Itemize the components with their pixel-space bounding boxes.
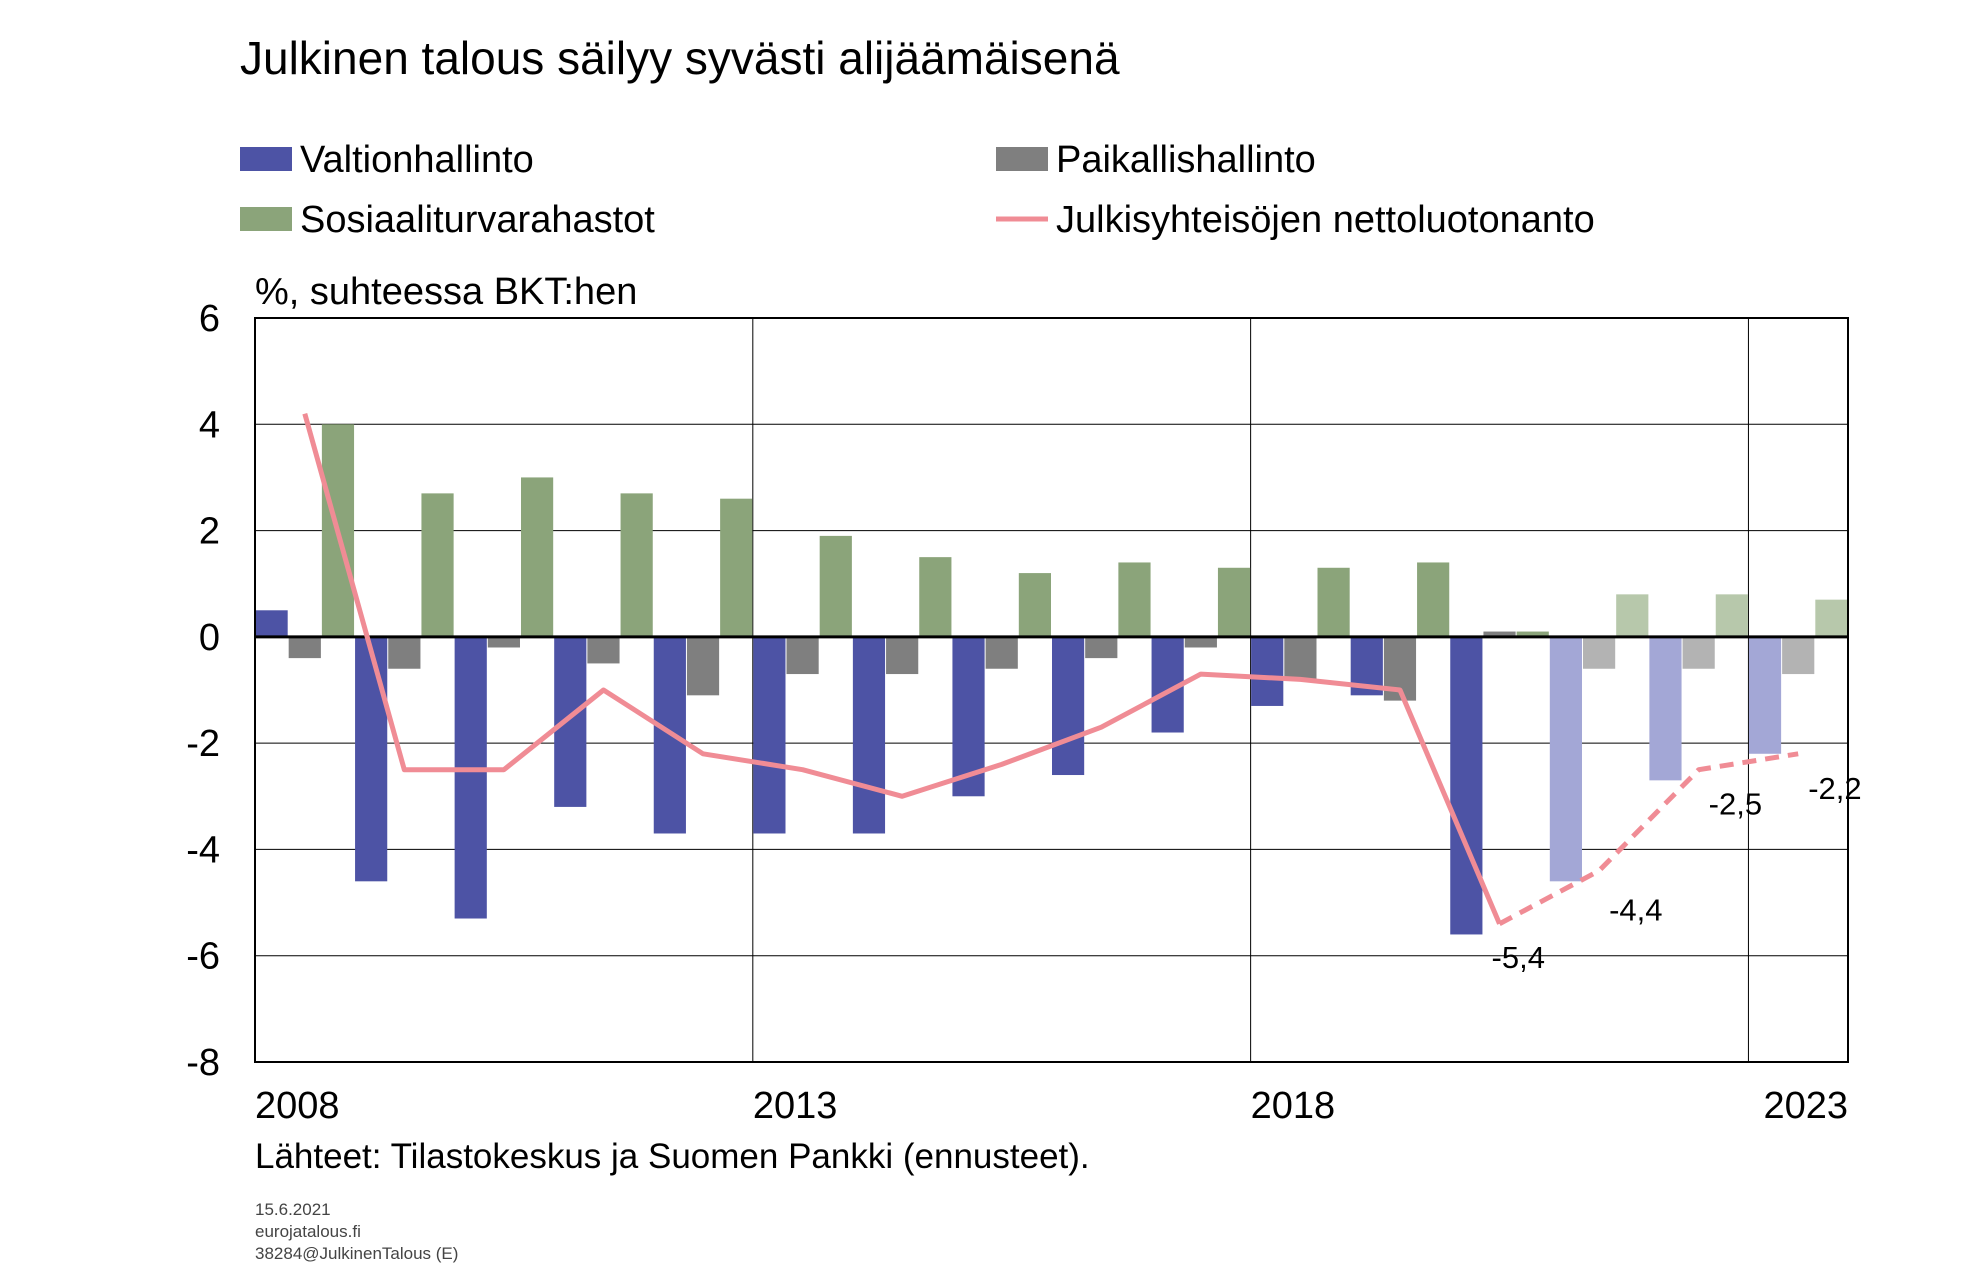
- y-tick-label: 4: [199, 404, 220, 446]
- x-tick-labels: 2008 2013 2018 2023: [255, 1085, 1848, 1127]
- plot-frame: [254, 317, 1849, 1063]
- bar: [1284, 636, 1317, 680]
- bar: [587, 636, 620, 664]
- bar: [1549, 636, 1582, 882]
- x-tick-label: 2013: [753, 1085, 838, 1127]
- x-tick-label: 2008: [255, 1085, 340, 1127]
- legend-swatch: [996, 147, 1048, 171]
- bar: [919, 557, 952, 637]
- bar: [1616, 594, 1649, 637]
- bar: [1782, 636, 1815, 675]
- source-note: Lähteet: Tilastokeskus ja Suomen Pankki …: [255, 1137, 1090, 1176]
- bar: [454, 636, 487, 919]
- bar: [1118, 562, 1151, 637]
- legend-label: Sosiaaliturvarahastot: [300, 199, 655, 241]
- bar: [288, 636, 321, 659]
- chart-title: Julkinen talous säilyy syvästi alijäämäi…: [240, 32, 1120, 84]
- data-label: -2,5: [1709, 787, 1762, 822]
- bar: [1649, 636, 1682, 781]
- line-forecast: [1498, 751, 1799, 927]
- bar: [1715, 594, 1748, 637]
- data-label: -2,2: [1808, 771, 1861, 806]
- bar: [1815, 599, 1848, 637]
- axes: [254, 317, 1849, 1063]
- y-tick-label: -2: [186, 723, 220, 765]
- bar: [554, 636, 587, 807]
- bar: [1184, 636, 1217, 648]
- net-lending-line: [302, 413, 1799, 927]
- y-tick-label: 2: [199, 511, 220, 553]
- bar: [985, 636, 1018, 669]
- x-tick-label: 2023: [1763, 1085, 1848, 1127]
- bar: [1450, 636, 1483, 935]
- bar: [1251, 636, 1284, 706]
- bar: [1317, 567, 1350, 637]
- legend-swatch: [240, 147, 292, 171]
- legend: Valtionhallinto Paikallishallinto Sosiaali…: [240, 139, 1595, 241]
- bar: [1085, 636, 1118, 659]
- bar: [1483, 631, 1516, 637]
- bar: [1682, 636, 1715, 669]
- bar: [521, 477, 554, 637]
- line-actual: [302, 413, 1502, 925]
- bar: [388, 636, 421, 669]
- bar: [886, 636, 919, 675]
- bar: [1583, 636, 1616, 669]
- bar: [1052, 636, 1085, 776]
- bar: [487, 636, 520, 648]
- bar: [255, 610, 288, 637]
- legend-label: Paikallishallinto: [1056, 139, 1316, 181]
- y-tick-label: -8: [186, 1042, 220, 1084]
- bar: [421, 493, 454, 637]
- bar: [1417, 562, 1450, 637]
- bar: [620, 493, 653, 637]
- y-tick-label: -6: [186, 936, 220, 978]
- data-label: -5,4: [1492, 940, 1545, 975]
- footer-id: 38284@JulkinenTalous (E): [255, 1244, 458, 1263]
- data-label: -4,4: [1609, 893, 1662, 928]
- y-tick-label: 6: [199, 298, 220, 340]
- y-tick-labels: 6 4 2 0 -2 -4 -6 -8: [186, 298, 220, 1084]
- bars: [255, 424, 1848, 935]
- legend-label: Valtionhallinto: [300, 139, 534, 181]
- bar: [852, 636, 886, 834]
- bar: [1748, 636, 1782, 754]
- bar: [355, 636, 388, 882]
- grid: [255, 317, 1848, 1063]
- bar: [1516, 631, 1549, 637]
- bar: [1018, 573, 1051, 637]
- bar: [1217, 567, 1251, 637]
- y-tick-label: -4: [186, 829, 220, 871]
- legend-label: Julkisyhteisöjen nettoluotonanto: [1056, 199, 1595, 241]
- data-labels: -5,4 -4,4 -2,5 -2,2: [1492, 771, 1862, 975]
- unit-label: %, suhteessa BKT:hen: [255, 271, 637, 313]
- footer-date: 15.6.2021: [255, 1200, 331, 1219]
- x-tick-label: 2018: [1251, 1085, 1336, 1127]
- bar: [819, 535, 852, 637]
- legend-swatch: [240, 207, 292, 231]
- bar: [753, 636, 786, 834]
- bar: [720, 498, 753, 637]
- bar: [786, 636, 819, 675]
- bar: [686, 636, 720, 696]
- footer-site: eurojatalous.fi: [255, 1222, 361, 1241]
- y-tick-label: 0: [199, 617, 220, 659]
